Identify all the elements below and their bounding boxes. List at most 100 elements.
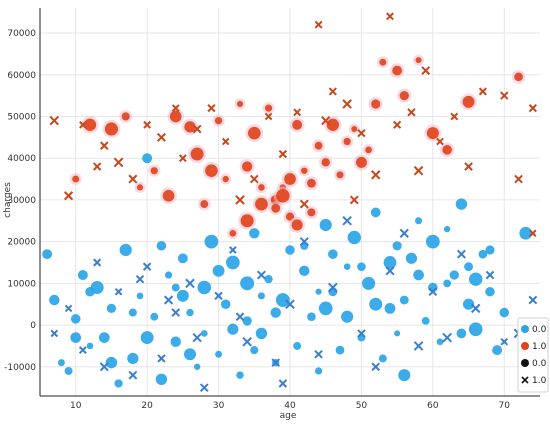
x-tick-label: 30 (213, 401, 225, 411)
data-point (163, 295, 174, 305)
data-point (249, 228, 260, 239)
data-point (121, 112, 130, 121)
x-marker-stroke (278, 379, 288, 388)
data-point (240, 214, 254, 228)
data-point (212, 264, 225, 277)
data-point (383, 256, 397, 269)
x-marker-stroke (514, 174, 523, 184)
data-point (249, 174, 259, 184)
data-point (119, 243, 132, 257)
data-point (278, 379, 288, 388)
x-marker-stroke (529, 229, 537, 238)
data-point (469, 272, 483, 286)
data-point (369, 297, 383, 311)
x-marker-stroke (156, 132, 166, 142)
data-point (399, 228, 409, 238)
data-point (342, 99, 352, 109)
data-point (468, 322, 483, 337)
data-point (127, 352, 139, 365)
x-marker-stroke (342, 99, 352, 109)
data-point (184, 348, 196, 361)
x-marker-stroke (528, 104, 537, 113)
data-point (275, 293, 290, 307)
x-tick-label: 40 (284, 401, 296, 411)
data-point (236, 100, 244, 108)
x-marker-stroke (214, 291, 223, 301)
x-marker-stroke (500, 337, 509, 346)
data-point (407, 108, 416, 117)
x-marker-stroke (113, 157, 124, 168)
data-point (285, 299, 295, 310)
data-point (104, 122, 119, 136)
data-point (49, 115, 60, 126)
data-point (284, 173, 296, 185)
data-point (229, 229, 237, 237)
data-point (128, 370, 138, 380)
data-point (257, 292, 265, 300)
data-point (156, 241, 167, 251)
tick-labels: 10 20 30 40 50 60 70 -10000 0 10000 20000 30000 4000… (4, 29, 510, 411)
x-marker-stroke (314, 350, 323, 359)
data-point (485, 270, 495, 280)
data-point (421, 317, 430, 325)
x-marker-stroke (178, 154, 187, 163)
data-point (385, 266, 395, 276)
data-point (114, 287, 123, 296)
x-marker-stroke (299, 237, 309, 247)
legend-marker (521, 376, 529, 384)
x-marker-stroke (278, 149, 288, 159)
data-point (240, 276, 255, 291)
x-marker-stroke (185, 278, 195, 289)
x-marker-stroke (442, 332, 453, 343)
y-tick-label: 0 (30, 321, 36, 331)
data-point (190, 147, 204, 161)
x-marker-stroke (371, 170, 381, 180)
data-point (399, 90, 409, 101)
data-point (49, 294, 60, 306)
data-point (242, 316, 252, 326)
data-point (492, 345, 503, 356)
data-point (136, 184, 144, 191)
x-marker-stroke (528, 295, 538, 305)
x-marker-stroke (221, 137, 230, 146)
data-point (485, 245, 495, 255)
x-marker-stroke (349, 195, 359, 205)
data-point (421, 66, 431, 75)
data-point (155, 373, 168, 385)
data-point (226, 255, 240, 270)
data-point (185, 278, 195, 289)
data-point (371, 170, 381, 180)
x-tick-label: 50 (356, 401, 368, 411)
data-point (393, 120, 402, 129)
data-point (519, 226, 533, 240)
y-tick-label: 50000 (7, 112, 36, 122)
data-point (399, 295, 409, 305)
x-marker-stroke (393, 120, 402, 129)
data-point (307, 208, 316, 217)
y-tick-label: 70000 (7, 29, 36, 39)
x-marker-stroke (92, 162, 102, 171)
x-marker-stroke (143, 120, 152, 129)
data-point (264, 275, 273, 284)
x-marker-stroke (199, 383, 209, 392)
data-point (342, 216, 352, 226)
data-point (464, 262, 474, 272)
data-point (171, 283, 180, 292)
data-point (200, 200, 209, 209)
x-marker-stroke (500, 91, 509, 100)
data-point (321, 158, 330, 167)
x-marker-stroke (450, 112, 459, 121)
x-marker-stroke (192, 332, 202, 343)
data-point (464, 162, 473, 171)
data-point (347, 230, 361, 245)
data-point (478, 87, 487, 96)
data-point (285, 212, 295, 221)
data-point (86, 342, 94, 350)
data-point (220, 299, 231, 309)
data-point (140, 331, 154, 345)
x-marker-stroke (328, 87, 337, 96)
x-marker-stroke (235, 312, 245, 322)
y-tick-label: 60000 (7, 71, 36, 81)
data-point (135, 275, 145, 284)
